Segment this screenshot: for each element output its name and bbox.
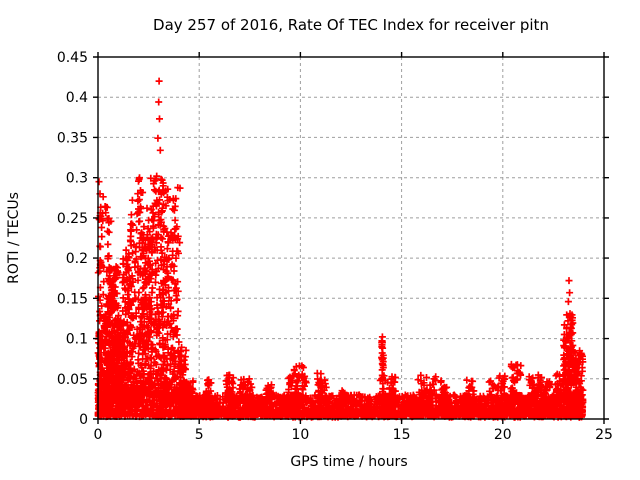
y-tick-label: 0.1 bbox=[66, 332, 88, 348]
y-tick-label: 0.3 bbox=[66, 171, 88, 187]
x-tick-label: 20 bbox=[494, 427, 512, 443]
plot-frame bbox=[97, 56, 605, 420]
y-axis-label: ROTI / TECUs bbox=[6, 192, 22, 284]
y-tick-label: 0.15 bbox=[57, 291, 88, 307]
x-tick-label: 15 bbox=[393, 427, 411, 443]
y-tick-label: 0.05 bbox=[57, 372, 88, 388]
x-axis-label: GPS time / hours bbox=[290, 454, 407, 470]
y-tick-label: 0.45 bbox=[57, 50, 88, 66]
x-tick-label: 0 bbox=[94, 427, 103, 443]
y-tick-label: 0.2 bbox=[66, 251, 88, 267]
y-tick-label: 0 bbox=[79, 412, 88, 428]
x-tick-label: 10 bbox=[291, 427, 309, 443]
x-tick-label: 5 bbox=[195, 427, 204, 443]
axis-ticks bbox=[93, 52, 609, 424]
grid-lines bbox=[98, 57, 604, 419]
plot-layers: 0 0.05 0.1 0.15 0.2 0.25 0.3 0.35 0.4 0.45 0 5 10 15 2… bbox=[57, 50, 613, 443]
x-tick-label: 25 bbox=[595, 427, 613, 443]
y-tick-label: 0.25 bbox=[57, 211, 88, 227]
scatter-points bbox=[94, 77, 587, 421]
y-tick-label: 0.4 bbox=[66, 90, 88, 106]
y-tick-label: 0.35 bbox=[57, 130, 88, 146]
chart-title: Day 257 of 2016, Rate Of TEC Index for r… bbox=[153, 16, 549, 34]
